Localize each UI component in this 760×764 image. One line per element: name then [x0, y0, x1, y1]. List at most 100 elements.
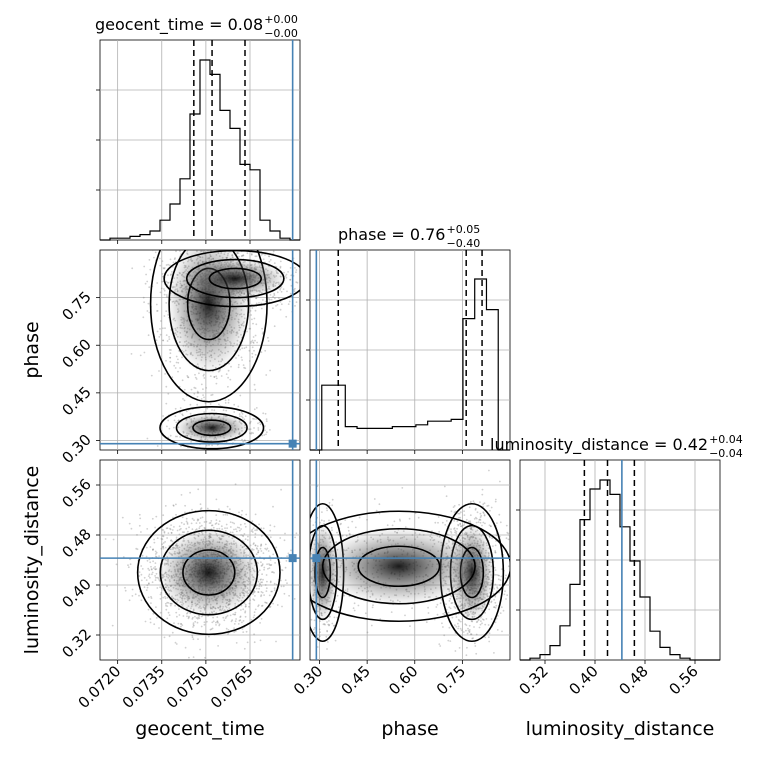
sample-point [177, 359, 179, 361]
sample-point [244, 610, 246, 612]
sample-point [211, 525, 213, 527]
sample-point [484, 523, 486, 525]
sample-point [470, 514, 472, 516]
sample-point [281, 569, 283, 571]
sample-point [242, 631, 244, 633]
sample-point [225, 616, 227, 618]
sample-point [245, 247, 247, 249]
sample-point [147, 560, 149, 562]
sample-point [162, 597, 164, 599]
sample-point [160, 292, 162, 294]
sample-point [253, 542, 255, 544]
sample-point [230, 526, 232, 528]
sample-point [301, 562, 303, 564]
sample-point [491, 537, 493, 539]
sample-point [232, 522, 234, 524]
sample-point [460, 628, 462, 630]
sample-point [162, 327, 164, 329]
sample-point [455, 650, 457, 652]
sample-point [179, 367, 181, 369]
sample-point [233, 523, 235, 525]
sample-point [226, 514, 228, 516]
sample-point [266, 563, 268, 565]
sample-point [254, 536, 256, 538]
sample-point [215, 624, 217, 626]
sample-point [161, 548, 163, 550]
sample-point [489, 632, 491, 634]
sample-point [216, 522, 218, 524]
sample-point [245, 616, 247, 618]
sample-point [185, 242, 187, 244]
sample-point [445, 603, 447, 605]
sample-point [446, 495, 448, 497]
sample-point [173, 526, 175, 528]
sample-point [290, 550, 292, 552]
sample-point [511, 574, 513, 576]
sample-point [171, 242, 173, 244]
sample-point [195, 377, 197, 379]
sample-point [236, 642, 238, 644]
sample-point [176, 362, 178, 364]
sample-point [175, 514, 177, 516]
sample-point [213, 409, 215, 411]
sample-point [257, 545, 259, 547]
sample-point [237, 527, 239, 529]
sample-point [202, 388, 204, 390]
sample-point [203, 411, 205, 413]
sample-point [500, 579, 502, 581]
sample-point [138, 595, 140, 597]
sample-point [243, 364, 245, 366]
sample-point [294, 291, 296, 293]
sample-point [188, 526, 190, 528]
sample-point [249, 360, 251, 362]
sample-point [191, 509, 193, 511]
sample-point [169, 635, 171, 637]
sample-point [160, 592, 162, 594]
sample-point [166, 537, 168, 539]
sample-point [197, 488, 199, 490]
sample-point [254, 611, 256, 613]
sample-point [218, 243, 220, 245]
sample-point [251, 353, 253, 355]
sample-point [273, 251, 275, 253]
sample-point [254, 318, 256, 320]
sample-point [175, 612, 177, 614]
sample-point [257, 423, 259, 425]
sample-point [244, 347, 246, 349]
sample-point [141, 574, 143, 576]
sample-point [255, 533, 257, 535]
sample-point [252, 346, 254, 348]
sample-point [182, 398, 184, 400]
sample-point [204, 624, 206, 626]
sample-point [459, 517, 461, 519]
sample-point [488, 641, 490, 643]
sample-point [270, 536, 272, 538]
sample-point [254, 529, 256, 531]
sample-point [269, 567, 271, 569]
sample-point [211, 409, 213, 411]
sample-point [240, 609, 242, 611]
sample-point [249, 350, 251, 352]
sample-point [204, 521, 206, 523]
sample-point [200, 242, 202, 244]
sample-point [234, 623, 236, 625]
sample-point [150, 622, 152, 624]
sample-point [216, 383, 218, 385]
sample-point [153, 257, 155, 259]
sample-point [210, 629, 212, 631]
sample-point [174, 257, 176, 259]
sample-point [170, 259, 172, 261]
sample-point [213, 620, 215, 622]
sample-point [202, 517, 204, 519]
sample-point [283, 288, 285, 290]
sample-point [481, 494, 483, 496]
sample-point [253, 336, 255, 338]
sample-point [158, 555, 160, 557]
sample-point [238, 364, 240, 366]
sample-point [269, 530, 271, 532]
sample-point [235, 618, 237, 620]
sample-point [306, 537, 308, 539]
sample-point [504, 594, 506, 596]
sample-point [160, 598, 162, 600]
sample-point [268, 550, 270, 552]
